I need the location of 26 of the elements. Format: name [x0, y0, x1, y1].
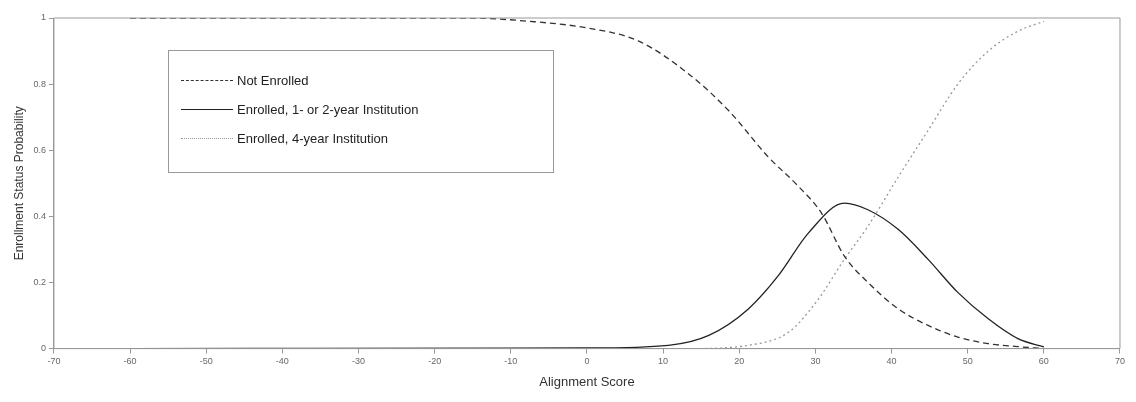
y-tick-label: 0.6 [33, 144, 46, 155]
x-tick-label: 20 [734, 356, 745, 367]
x-tick-label: -20 [428, 356, 442, 367]
x-tick-label: 60 [1038, 356, 1049, 367]
legend-label: Not Enrolled [237, 73, 309, 88]
y-tick-label: 0 [40, 343, 46, 354]
x-tick-label: 10 [658, 356, 669, 367]
legend-label: Enrolled, 4-year Institution [237, 131, 389, 146]
x-tick-label: -70 [47, 356, 61, 367]
legend-label: Enrolled, 1- or 2-year Institution [237, 102, 419, 117]
x-axis-title: Alignment Score [539, 373, 635, 389]
x-tick-label: 40 [886, 356, 897, 367]
x-tick-label: -60 [123, 356, 137, 367]
x-tick-label: -50 [199, 356, 213, 367]
y-tick-label: 0.4 [33, 210, 46, 221]
y-axis-title: Enrollment Status Probability [11, 106, 26, 261]
x-tick-label: 30 [810, 356, 821, 367]
y-tick-label: 0.8 [33, 78, 46, 89]
x-tick-label: -10 [504, 356, 518, 367]
y-tick-label: 1 [40, 12, 46, 23]
y-tick-label: 0.2 [33, 276, 46, 287]
x-tick-label: 50 [962, 356, 973, 367]
x-tick-label: 70 [1114, 356, 1125, 367]
x-tick-label: -40 [275, 356, 289, 367]
x-tick-label: 0 [584, 356, 590, 367]
x-tick-label: -30 [352, 356, 366, 367]
